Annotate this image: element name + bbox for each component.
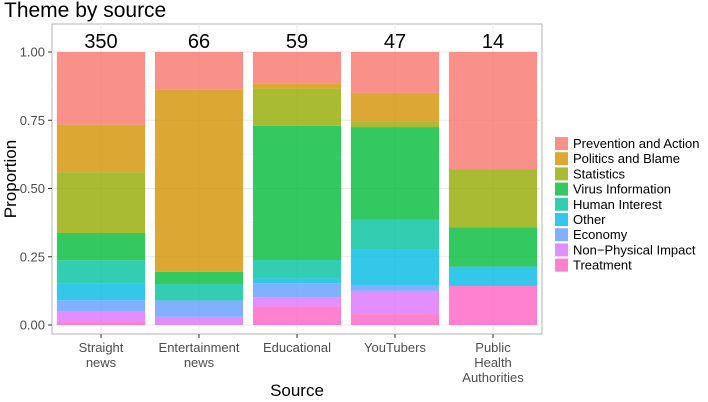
y-axis: 0.00 0.25 0.50 0.75 1.00 bbox=[20, 45, 52, 333]
bar-segment: Non−Physical Impact bbox=[252, 297, 342, 307]
bar-segment: Prevention and Action bbox=[56, 52, 146, 125]
legend-swatch bbox=[555, 243, 568, 257]
bar-segment: Prevention and Action bbox=[252, 52, 342, 84]
bar-segment: Virus Information bbox=[56, 232, 146, 261]
bar-segment: Prevention and Action bbox=[154, 52, 244, 90]
y-tick-label: 0.50 bbox=[20, 181, 45, 196]
legend-label: Economy bbox=[573, 227, 628, 242]
bar-segment: Politics and Blame bbox=[154, 89, 244, 272]
bar-segment: Human Interest bbox=[252, 260, 342, 279]
bar-segment: Virus Information bbox=[154, 271, 244, 285]
bar-count-labels: 350 66 59 47 14 bbox=[84, 31, 504, 53]
legend-item: Politics and Blame bbox=[555, 151, 680, 166]
bar-segment: Other bbox=[448, 266, 538, 286]
legend-label: Other bbox=[573, 212, 606, 227]
bars: TreatmentNon−Physical ImpactEconomyOther… bbox=[56, 52, 538, 325]
x-tick-label: Entertainment news bbox=[159, 340, 240, 370]
y-tick-label: 0.75 bbox=[20, 113, 45, 128]
bar-count-label: 66 bbox=[188, 31, 210, 53]
bar-segment: Virus Information bbox=[350, 127, 440, 220]
x-tick-label: Straight news bbox=[79, 340, 124, 370]
bar-segment: Virus Information bbox=[252, 125, 342, 261]
y-tick-label: 1.00 bbox=[20, 45, 45, 60]
legend-item: Prevention and Action bbox=[555, 136, 699, 151]
legend-item: Non−Physical Impact bbox=[555, 242, 696, 257]
legend-label: Human Interest bbox=[573, 197, 662, 212]
legend-swatch bbox=[555, 213, 568, 226]
legend-item: Virus Information bbox=[555, 182, 671, 197]
legend-label: Non−Physical Impact bbox=[573, 242, 696, 257]
bar-count-label: 59 bbox=[286, 31, 308, 53]
y-tick-label: 0.00 bbox=[20, 318, 45, 333]
bar-segment: Treatment bbox=[448, 285, 538, 325]
legend-label: Prevention and Action bbox=[573, 136, 699, 151]
bar-segment: Politics and Blame bbox=[252, 83, 342, 89]
legend-item: Economy bbox=[555, 227, 628, 242]
bar-segment: Statistics bbox=[448, 169, 538, 228]
bar-segment: Statistics bbox=[56, 172, 146, 233]
y-axis-title: Proportion bbox=[1, 140, 20, 218]
bar-segment: Politics and Blame bbox=[56, 124, 146, 173]
bar-segment: Non−Physical Impact bbox=[154, 316, 244, 325]
legend-label: Politics and Blame bbox=[573, 151, 680, 166]
legend-swatch bbox=[555, 182, 568, 196]
legend-item: Other bbox=[555, 212, 606, 227]
legend-item: Human Interest bbox=[555, 197, 662, 212]
legend-swatch bbox=[555, 167, 568, 181]
bar-segment: Other bbox=[56, 283, 146, 301]
bar-segment: Treatment bbox=[56, 321, 146, 325]
bar-segment: Other bbox=[350, 249, 440, 286]
x-axis: Straight news Entertainment news Educational… bbox=[79, 334, 524, 385]
bar-count-label: 47 bbox=[384, 31, 406, 53]
bar-segment: Human Interest bbox=[56, 260, 146, 284]
legend-swatch bbox=[555, 258, 568, 272]
chart-title: Theme by source bbox=[4, 0, 166, 22]
bar-segment: Prevention and Action bbox=[448, 52, 538, 170]
legend-swatch bbox=[555, 137, 568, 150]
bar-segment: Politics and Blame bbox=[350, 92, 440, 122]
bar-segment: Economy bbox=[350, 285, 440, 291]
bar-segment: Economy bbox=[154, 300, 244, 317]
y-tick-label: 0.25 bbox=[20, 249, 45, 264]
legend-item: Statistics bbox=[555, 166, 626, 181]
bar-segment: Human Interest bbox=[154, 284, 244, 301]
bar-segment: Treatment bbox=[252, 306, 342, 325]
x-axis-title: Source bbox=[270, 381, 324, 400]
bar-segment: Statistics bbox=[252, 88, 342, 126]
legend-item: Treatment bbox=[555, 258, 632, 273]
bar-segment: Human Interest bbox=[350, 219, 440, 250]
bar-segment: Other bbox=[252, 278, 342, 284]
bar-segment: Treatment bbox=[350, 314, 440, 325]
bar-count-label: 14 bbox=[482, 31, 504, 53]
legend-swatch bbox=[555, 197, 568, 211]
x-tick-label: YouTubers bbox=[364, 340, 426, 355]
legend-swatch bbox=[555, 152, 568, 166]
bar-count-label: 350 bbox=[84, 31, 117, 53]
bar-segment: Statistics bbox=[350, 121, 440, 128]
bar-segment: Economy bbox=[56, 300, 146, 312]
bar-segment: Non−Physical Impact bbox=[56, 311, 146, 322]
x-tick-label: Public Health Authorities bbox=[462, 340, 524, 385]
legend-label: Statistics bbox=[573, 166, 626, 181]
legend-label: Treatment bbox=[573, 258, 632, 273]
bar-segment: Economy bbox=[252, 283, 342, 298]
bar-segment: Non−Physical Impact bbox=[350, 290, 440, 315]
legend-label: Virus Information bbox=[573, 182, 671, 197]
bar-segment: Prevention and Action bbox=[350, 52, 440, 93]
legend-swatch bbox=[555, 228, 568, 242]
bar-segment: Virus Information bbox=[448, 227, 538, 267]
x-tick-label: Educational bbox=[263, 340, 331, 355]
